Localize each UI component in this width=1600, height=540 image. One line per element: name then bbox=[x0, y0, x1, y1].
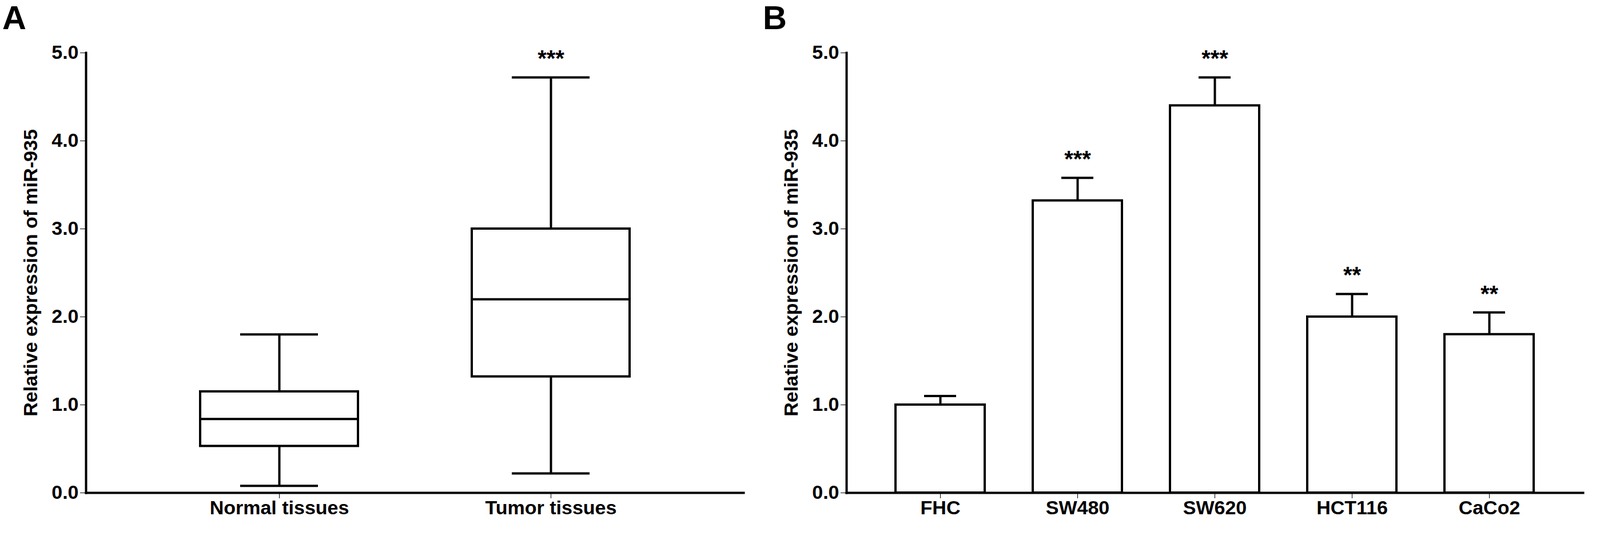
svg-text:2.0: 2.0 bbox=[812, 305, 839, 328]
svg-text:***: *** bbox=[1201, 45, 1229, 71]
svg-text:4.0: 4.0 bbox=[812, 129, 839, 151]
svg-text:1.0: 1.0 bbox=[812, 393, 839, 416]
svg-text:**: ** bbox=[1343, 262, 1362, 288]
svg-text:1.0: 1.0 bbox=[51, 393, 79, 416]
svg-text:**: ** bbox=[1480, 281, 1499, 307]
svg-text:3.0: 3.0 bbox=[812, 217, 839, 240]
svg-text:5.0: 5.0 bbox=[812, 41, 839, 63]
svg-text:Relative expression of miR-935: Relative expression of miR-935 bbox=[19, 129, 42, 417]
svg-text:***: *** bbox=[537, 45, 565, 71]
svg-text:Relative expression of miR-935: Relative expression of miR-935 bbox=[779, 129, 802, 417]
svg-text:4.0: 4.0 bbox=[51, 129, 79, 151]
svg-text:2.0: 2.0 bbox=[51, 305, 79, 328]
svg-text:0.0: 0.0 bbox=[812, 481, 839, 504]
svg-text:SW480: SW480 bbox=[1045, 496, 1110, 519]
svg-text:Normal tissues: Normal tissues bbox=[209, 496, 350, 519]
svg-text:5.0: 5.0 bbox=[51, 41, 79, 63]
svg-text:HCT116: HCT116 bbox=[1316, 496, 1388, 519]
svg-text:CaCo2: CaCo2 bbox=[1458, 496, 1521, 519]
svg-text:Tumor tissues: Tumor tissues bbox=[485, 496, 618, 519]
svg-text:3.0: 3.0 bbox=[51, 217, 79, 240]
svg-text:***: *** bbox=[1064, 146, 1092, 172]
svg-text:0.0: 0.0 bbox=[51, 481, 79, 504]
svg-text:SW620: SW620 bbox=[1183, 496, 1248, 519]
svg-text:FHC: FHC bbox=[920, 496, 961, 519]
